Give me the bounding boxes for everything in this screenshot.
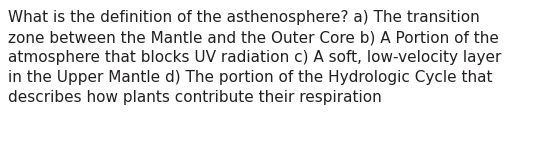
Text: What is the definition of the asthenosphere? a) The transition
zone between the : What is the definition of the asthenosph… [8, 10, 502, 105]
